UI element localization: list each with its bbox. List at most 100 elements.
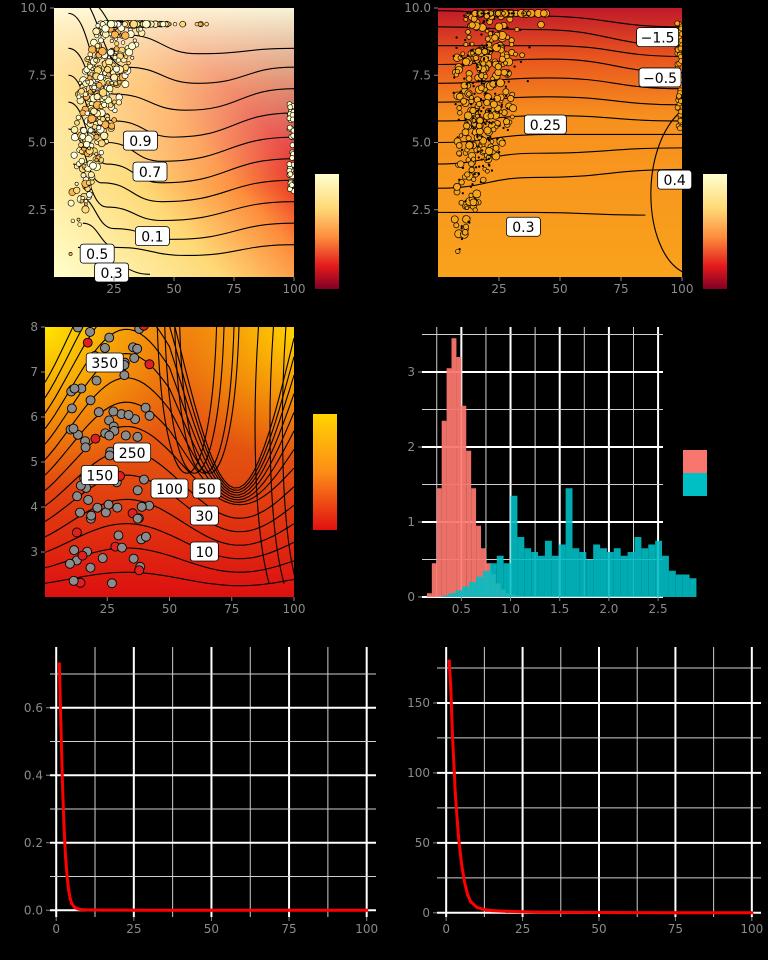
scatter-point <box>491 50 494 53</box>
x-tick-label: 100 <box>283 282 306 296</box>
y-tick-label: 2.5 <box>412 203 431 217</box>
scatter-point <box>677 45 682 52</box>
scatter-point <box>487 139 491 142</box>
scatter-point <box>476 146 482 152</box>
histogram-bar-series-2 <box>469 582 477 597</box>
scatter-point <box>490 169 494 172</box>
scatter-point <box>459 90 462 93</box>
scatter-point <box>85 395 96 406</box>
scatter-point <box>132 38 137 43</box>
scatter-point <box>519 28 522 32</box>
histogram-bar-series-2 <box>455 590 463 597</box>
scatter-point <box>470 103 473 106</box>
scatter-point <box>495 10 502 17</box>
scatter-point <box>90 433 101 444</box>
scatter-point <box>489 135 492 139</box>
scatter-point <box>290 116 294 123</box>
contour-label: 150 <box>86 469 113 485</box>
scatter-point <box>483 73 489 79</box>
axes-top-right: 25 50 75 100 2.5 5.0 7.5 10.0 <box>404 1 693 296</box>
scatter-point <box>101 24 110 33</box>
scatter-point <box>488 49 491 53</box>
axes-middle-right: 0.5 1.0 1.5 2.0 2.5 0 1 2 3 <box>407 365 667 616</box>
scatter-point <box>132 431 143 442</box>
contour-label-box <box>657 169 693 190</box>
scatter-point <box>74 181 79 186</box>
scatter-point <box>507 95 515 103</box>
x-tick-label: 50 <box>162 602 177 616</box>
scatter-point <box>455 92 464 101</box>
scatter-point <box>503 60 508 66</box>
scatter-point <box>82 337 93 348</box>
scatter-point <box>461 229 469 236</box>
scatter-point <box>72 327 83 333</box>
scatter-point <box>117 542 127 553</box>
scatter-point <box>450 215 459 224</box>
scatter-point <box>510 114 515 120</box>
scatter-point <box>456 160 465 168</box>
contour-labels-middle-left: 350 250 150 100 50 30 10 <box>80 352 222 562</box>
histogram-bar-series-1 <box>431 563 437 597</box>
contour-label: 250 <box>119 446 146 462</box>
scatter-point <box>493 98 496 101</box>
scatter-point <box>457 110 463 116</box>
scatter-point <box>522 12 525 15</box>
line-point <box>597 910 601 915</box>
histogram-bar-series-1 <box>451 338 457 597</box>
scatter-point <box>482 106 485 109</box>
scatter-point <box>144 359 155 370</box>
scatter-point <box>107 578 117 589</box>
scatter-point <box>478 69 482 73</box>
contour-label-box <box>94 262 129 283</box>
line-point <box>456 834 460 838</box>
scatter-point <box>540 9 548 18</box>
scatter-point <box>483 121 486 124</box>
scatter-point <box>204 21 209 27</box>
scatter-point <box>93 93 101 101</box>
scatter-point <box>108 122 116 130</box>
scatter-point <box>480 110 483 113</box>
scatter-point <box>93 134 100 141</box>
scatter-point <box>676 93 682 99</box>
scatter-point <box>96 82 103 89</box>
scatter-point <box>487 52 490 55</box>
scatter-point <box>115 57 121 63</box>
scatter-point <box>98 47 107 56</box>
scatter-point <box>456 150 462 157</box>
scatter-point <box>66 403 77 414</box>
scatter-point <box>468 21 476 29</box>
contour-label: 0.3 <box>512 220 534 236</box>
scatter-point <box>74 120 80 126</box>
chart-middle-left: 350 250 150 100 50 30 10 25 50 75 100 3 4 5 6 7 8 <box>30 320 337 616</box>
x-tick-label: 1.5 <box>550 602 569 616</box>
histogram-bar-series-2 <box>662 555 669 597</box>
histogram-bar-series-2 <box>675 574 683 597</box>
scatter-point <box>500 68 508 77</box>
scatter-point <box>129 353 140 363</box>
scatter-point <box>476 122 483 130</box>
line-point <box>79 907 83 912</box>
line-point <box>68 896 72 901</box>
line-point <box>65 874 69 879</box>
scatter-point <box>496 137 499 141</box>
line-point <box>453 792 457 796</box>
scatter-point <box>460 227 463 230</box>
scatter-point <box>677 125 682 132</box>
scatter-point <box>93 57 98 63</box>
histogram-bar-series-2 <box>579 552 587 597</box>
scatter-point <box>78 87 85 95</box>
scatter-point <box>78 80 82 85</box>
y-tick-label: 10.0 <box>404 1 431 15</box>
scatter-point <box>69 383 80 394</box>
scatter-point <box>537 20 545 29</box>
scatter-point <box>464 205 470 210</box>
x-tick-label: 75 <box>668 922 683 936</box>
scatter-point <box>142 19 151 29</box>
line-point <box>481 907 485 911</box>
scatter-point <box>471 183 474 186</box>
contour-line <box>45 377 294 501</box>
scatter-point <box>111 99 117 105</box>
x-tick-label: 25 <box>126 922 141 936</box>
scatter-point <box>81 163 87 169</box>
scatter-point <box>68 575 79 586</box>
